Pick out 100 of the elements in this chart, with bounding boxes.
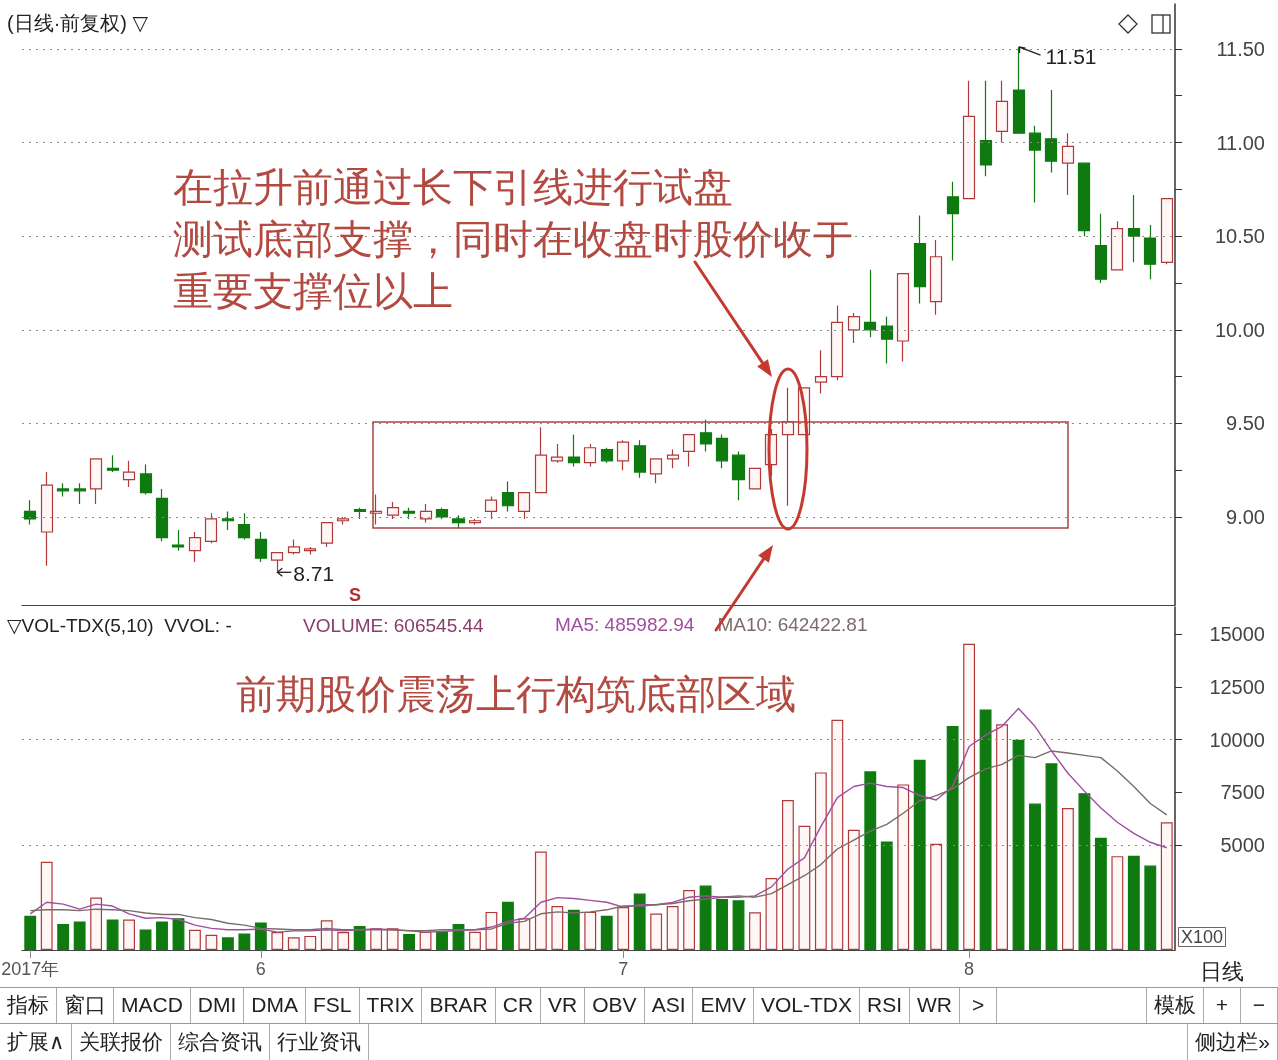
candlestick: [254, 531, 268, 563]
bar: [1094, 837, 1107, 950]
tab-button: 扩展∧: [0, 1024, 73, 1060]
bar: [156, 921, 168, 950]
bar: [123, 919, 135, 950]
candlestick: [451, 514, 466, 529]
bar: [90, 897, 103, 950]
y-tick-label: 11.00: [1216, 131, 1265, 154]
candlestick: [369, 493, 383, 526]
y-tick-label: 11.50: [1216, 37, 1265, 60]
x-tick-label: 7: [618, 959, 629, 979]
candlestick: [913, 214, 927, 305]
bar: [57, 924, 70, 950]
bar: [189, 929, 201, 950]
bar: [469, 931, 481, 950]
bar: [518, 918, 531, 950]
candlestick: [402, 507, 416, 520]
bar: [930, 843, 943, 950]
bar: [534, 851, 547, 950]
text: MA10: 642422.81: [717, 614, 868, 635]
bar: [403, 934, 416, 950]
bar: [254, 922, 267, 950]
candlestick: [781, 387, 795, 507]
candlestick: [1143, 224, 1157, 280]
tab-button: 行业资讯: [270, 1024, 370, 1060]
candlestick: [979, 80, 993, 177]
candlestick: [896, 273, 910, 363]
chart-title: ▽VOL-TDX(5,10) VVOL: -: [7, 615, 232, 636]
bar: [1062, 807, 1074, 950]
candlestick: [666, 449, 680, 469]
annotation: 前期股价震荡上行构筑底部区域: [236, 672, 796, 716]
line-series: [29, 750, 1168, 932]
candlestick: [550, 443, 564, 464]
bar: [814, 772, 827, 950]
bar: [749, 912, 761, 950]
bar: [205, 934, 218, 950]
candlestick: [600, 447, 614, 464]
candlestick: [188, 531, 202, 563]
bar: [1012, 739, 1025, 950]
bar: [73, 921, 86, 950]
candlestick: [847, 312, 861, 344]
bar: [765, 878, 778, 950]
bar: [683, 890, 696, 950]
text: MA5: 485982.94: [555, 614, 695, 635]
y-tick-label: 15000: [1209, 623, 1265, 646]
chart-subtitle: VOLUME: 606545.44: [303, 615, 485, 636]
candlestick: [880, 316, 894, 365]
candlestick: [995, 80, 1009, 144]
y-tick-label: 9.50: [1226, 412, 1265, 435]
candlestick: [633, 439, 647, 479]
candlestick: [468, 518, 482, 526]
candlestick: [567, 434, 581, 468]
candlestick: [863, 269, 877, 338]
annotation: 在拉升前通过长下引线进行试盘测试底部支撑，同时在收盘时股价收于重要支撑位以上: [173, 165, 853, 313]
bar: [781, 799, 794, 950]
candlestick: [419, 503, 433, 524]
bar: [106, 919, 119, 950]
bar: [1127, 855, 1140, 950]
y-tick-label: 9.00: [1226, 506, 1265, 528]
bar: [1029, 803, 1041, 950]
candlestick: [435, 507, 449, 520]
bar: [979, 709, 992, 950]
candlestick: [1028, 125, 1042, 204]
text: 日线: [1200, 958, 1244, 984]
bar: [897, 784, 910, 950]
bar: [584, 911, 597, 950]
chart-title: (日线·前复权) ▽: [7, 12, 149, 34]
bar: [633, 893, 646, 950]
candlestick: [1127, 194, 1141, 263]
candlestick: [699, 419, 713, 453]
bar: [370, 928, 383, 950]
bar: [24, 915, 37, 950]
bar: [40, 861, 53, 950]
bar: [501, 901, 514, 950]
candlestick: [122, 460, 136, 488]
bar: [732, 900, 745, 950]
bar: [716, 899, 728, 950]
candlestick: [40, 471, 54, 567]
candlestick: [1044, 89, 1058, 174]
candlestick: [171, 529, 185, 552]
candlestick: [830, 304, 844, 381]
y-tick-label: 7500: [1220, 781, 1265, 804]
candlestick: [583, 443, 597, 468]
candlestick: [682, 434, 696, 468]
bar: [551, 906, 564, 950]
bar: [139, 929, 152, 950]
bar: [172, 918, 185, 950]
x-tick-label: 8: [964, 959, 975, 979]
candlestick: [303, 546, 317, 556]
tab-button: 关联报价: [72, 1024, 172, 1060]
bar: [1111, 856, 1124, 950]
candlestick: [814, 349, 828, 395]
annotation: 11.51: [1045, 44, 1097, 68]
bar: [913, 759, 926, 950]
bar: [221, 937, 234, 950]
candlestick: [1110, 220, 1124, 271]
candlestick: [155, 488, 169, 542]
tab-button: 综合资讯: [171, 1024, 271, 1060]
candlestick: [139, 463, 153, 496]
bar: [864, 771, 877, 950]
